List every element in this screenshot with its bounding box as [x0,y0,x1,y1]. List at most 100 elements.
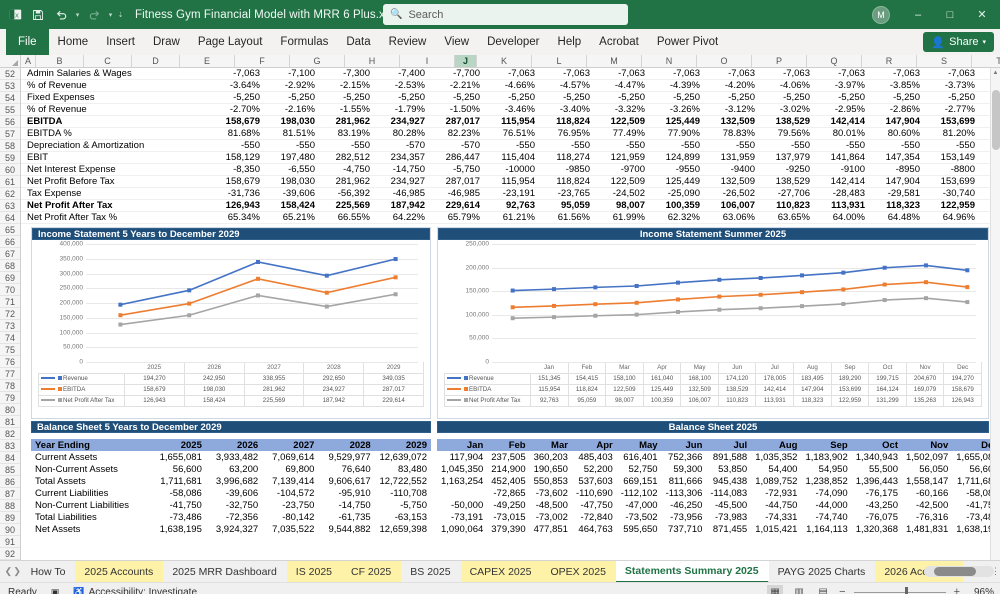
cell-value[interactable]: 64.00% [832,212,865,223]
cell-value[interactable]: -30,740 [942,188,975,199]
cell-value[interactable]: 98,007 [615,200,645,211]
cell-value[interactable]: -46,985 [447,188,480,199]
cell-value[interactable]: -9550 [675,164,700,175]
scroll-up-icon[interactable]: ▲ [992,70,999,76]
ribbon-tab-draw[interactable]: Draw [152,36,180,48]
cell-value[interactable]: 54,400 [768,463,798,475]
cell-value[interactable]: -31,736 [227,188,260,199]
cell-value[interactable]: 63.06% [722,212,755,223]
cell-value[interactable]: -3.85% [889,80,920,91]
cell-value[interactable]: 78.83% [722,128,755,139]
table-row[interactable]: Tax Expense -31,736 -39,606 -56,392 -46,985 -… [21,188,1000,200]
cell-value[interactable]: -8950 [895,164,920,175]
cell-value[interactable]: -32,750 [225,499,259,511]
cell-value[interactable]: 1,638,195 [956,523,999,535]
cell-value[interactable]: 61.21% [502,212,535,223]
cell-value[interactable]: -2.53% [394,80,425,91]
ribbon-tab-home[interactable]: Home [57,36,89,48]
cell-value[interactable]: 64.96% [942,212,975,223]
sheet-tab-payg-2025-charts[interactable]: PAYG 2025 Charts [777,565,866,578]
cell-value[interactable]: -41,750 [966,499,999,511]
cell-value[interactable]: -5,250 [288,92,315,103]
ribbon-tab-insert[interactable]: Insert [106,36,135,48]
cell-value[interactable]: -5,750 [400,499,427,511]
horizontal-scrollbar[interactable] [924,566,994,577]
cell-value[interactable]: 550,853 [533,475,568,487]
cell-value[interactable]: 1,558,147 [906,475,949,487]
cell-value[interactable]: 7,069,614 [272,451,315,463]
sheet-tab-2025-accounts[interactable]: 2025 Accounts [75,560,164,583]
cell-value[interactable]: 80.60% [887,128,920,139]
cell-value[interactable]: 80.01% [832,128,865,139]
table-row[interactable]: Current Assets 1,655,081 3,933,482 7,069,61… [31,451,431,463]
cell-value[interactable]: 77.49% [612,128,645,139]
cell-value[interactable]: -76,075 [865,511,898,523]
cell-value[interactable]: 76,640 [341,463,371,475]
cell-value[interactable]: 360,203 [533,451,568,463]
zoom-slider[interactable] [853,586,946,594]
cell-value[interactable]: 76.51% [502,128,535,139]
cell-value[interactable]: 115,954 [501,176,535,187]
cell-value[interactable]: -5,250 [618,92,645,103]
column-header-H[interactable]: H [345,55,400,67]
table-row[interactable]: -73,191 -73,015 -73,002 -72,840 -73,502 -73,9… [437,511,1000,523]
cell-value[interactable]: -56,392 [337,188,370,199]
cell-value[interactable]: -10000 [505,164,535,175]
cell-value[interactable]: 126,943 [225,200,260,211]
cell-value[interactable]: 81.20% [942,128,975,139]
cell-value[interactable]: -2.16% [284,104,315,115]
row-header-67[interactable]: 67 [0,248,20,260]
row-header-86[interactable]: 86 [0,476,20,488]
cell-value[interactable]: -73,191 [451,511,484,523]
cell-value[interactable]: 132,509 [720,176,755,187]
cell-value[interactable]: -74,090 [815,487,848,499]
share-button[interactable]: 👤 Share ▾ [923,32,994,52]
cell-value[interactable]: -95,910 [338,487,371,499]
cell-value[interactable]: 190,650 [533,463,568,475]
cell-value[interactable]: 141,864 [830,152,865,163]
cell-value[interactable]: -104,572 [276,487,315,499]
row-header-77[interactable]: 77 [0,368,20,380]
column-header-G[interactable]: G [290,55,345,67]
cell-value[interactable]: -76,175 [865,487,898,499]
cell-value[interactable]: 117,904 [449,451,484,463]
cell-value[interactable]: 63.65% [777,212,810,223]
cell-value[interactable]: -44,000 [815,499,848,511]
cell-value[interactable]: 237,505 [491,451,526,463]
row-header-78[interactable]: 78 [0,380,20,392]
cell-value[interactable]: 61.99% [612,212,645,223]
cell-value[interactable]: 52,200 [583,463,613,475]
cell-value[interactable]: 124,899 [665,152,700,163]
cell-value[interactable]: -550 [350,140,370,151]
cell-value[interactable]: -550 [900,140,920,151]
cell-value[interactable]: 64.22% [392,212,425,223]
row-header-92[interactable]: 92 [0,548,20,560]
cell-value[interactable]: 234,927 [390,176,425,187]
cell-value[interactable]: -7,063 [508,68,535,79]
cell-value[interactable]: 56,600 [172,463,202,475]
cell-value[interactable]: 595,650 [623,523,658,535]
row-header-65[interactable]: 65 [0,224,20,236]
cell-value[interactable]: 537,603 [578,475,613,487]
cell-value[interactable]: -550 [955,140,975,151]
redo-icon[interactable] [83,4,105,26]
table-row[interactable]: Net Assets 1,638,195 3,924,327 7,035,522 9,5… [31,523,431,535]
cell-value[interactable]: 100,359 [665,200,700,211]
cell-value[interactable]: 7,139,414 [272,475,315,487]
cell-value[interactable]: -5,250 [398,92,425,103]
column-header-E[interactable]: E [180,55,235,67]
row-header-80[interactable]: 80 [0,404,20,416]
cell-value[interactable]: 737,710 [668,523,703,535]
sheet-tab-is-2025[interactable]: IS 2025 [286,560,342,583]
cell-value[interactable]: 153,699 [940,116,975,127]
normal-view-icon[interactable]: ▦ [767,585,784,594]
cell-value[interactable]: 63,200 [229,463,259,475]
cell-value[interactable]: -73,486 [169,511,202,523]
cell-value[interactable]: 9,606,617 [328,475,371,487]
cell-value[interactable]: 55,500 [868,463,898,475]
cell-value[interactable]: 147,904 [885,176,920,187]
undo-icon[interactable] [50,4,72,26]
cell-value[interactable]: -43,250 [865,499,898,511]
column-header-M[interactable]: M [587,55,642,67]
cell-value[interactable]: 9,529,977 [328,451,371,463]
